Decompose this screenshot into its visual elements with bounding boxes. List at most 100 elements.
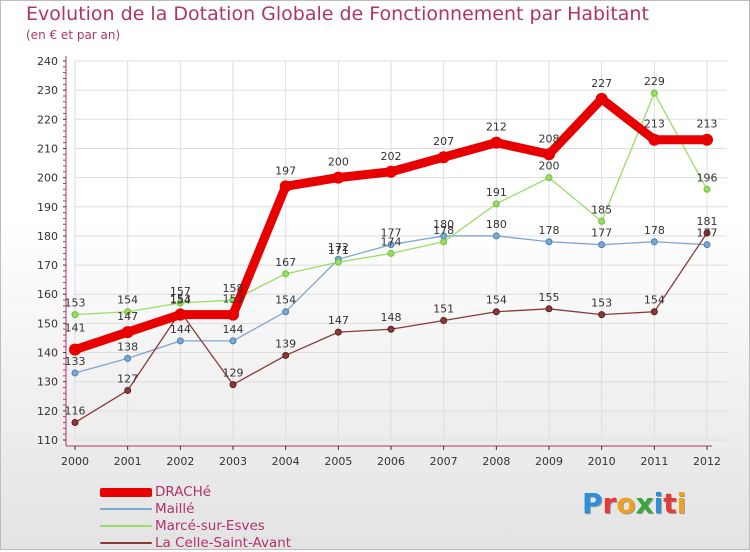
- logo-letter: P: [582, 487, 603, 520]
- proxiti-logo: Proxiti: [582, 487, 686, 520]
- logo-letter: x: [635, 487, 654, 520]
- data-label: 172: [328, 241, 349, 254]
- data-label: 178: [539, 224, 560, 237]
- x-tick-label: 2007: [430, 455, 458, 468]
- x-tick-label: 2000: [61, 455, 89, 468]
- legend-swatch: [100, 542, 152, 544]
- x-tick-label: 2002: [166, 455, 194, 468]
- data-label: 167: [275, 256, 296, 269]
- data-label: 158: [223, 282, 244, 295]
- data-point: [124, 386, 132, 394]
- data-point: [598, 217, 606, 225]
- data-label: 197: [275, 164, 296, 177]
- y-tick-label: 220: [37, 113, 58, 126]
- data-label: 154: [275, 294, 296, 307]
- data-label: 127: [117, 372, 138, 385]
- data-label: 139: [275, 337, 296, 350]
- data-label: 180: [486, 218, 507, 231]
- data-point: [282, 270, 290, 278]
- y-tick-label: 200: [37, 172, 58, 185]
- data-label: 178: [433, 224, 454, 237]
- data-point: [176, 337, 184, 345]
- y-tick-label: 230: [37, 84, 58, 97]
- data-label: 133: [65, 355, 86, 368]
- data-point: [703, 185, 711, 193]
- logo-letter: i: [653, 487, 664, 520]
- data-label: 174: [381, 235, 402, 248]
- data-point: [229, 337, 237, 345]
- x-tick-label: 2006: [377, 455, 405, 468]
- data-label: 154: [170, 294, 191, 307]
- data-label: 129: [223, 367, 244, 380]
- data-point: [703, 241, 711, 249]
- data-point: [124, 308, 132, 316]
- data-point: [650, 308, 658, 316]
- data-label: 141: [65, 322, 86, 335]
- data-label: 200: [539, 160, 560, 173]
- data-point: [124, 354, 132, 362]
- data-point: [598, 241, 606, 249]
- legend-label: Marcé-sur-Esves: [155, 518, 265, 534]
- data-label: 191: [486, 186, 507, 199]
- x-tick-label: 2003: [219, 455, 247, 468]
- y-tick-label: 180: [37, 230, 58, 243]
- data-point: [598, 311, 606, 319]
- legend-swatch: [100, 525, 152, 527]
- data-label: 151: [433, 302, 454, 315]
- data-label: 202: [381, 150, 402, 163]
- y-tick-label: 240: [37, 55, 58, 68]
- data-point: [282, 351, 290, 359]
- data-point: [648, 133, 661, 146]
- data-label: 147: [328, 314, 349, 327]
- data-label: 207: [433, 135, 454, 148]
- data-label: 153: [223, 293, 244, 306]
- x-tick-label: 2011: [640, 455, 668, 468]
- data-label: 177: [591, 227, 612, 240]
- data-label: 157: [170, 285, 191, 298]
- x-tick-label: 2010: [588, 455, 616, 468]
- x-tick-label: 2001: [114, 455, 142, 468]
- data-label: 147: [117, 310, 138, 323]
- data-label: 154: [644, 294, 665, 307]
- data-label: 196: [697, 171, 718, 184]
- legend-swatch: [100, 508, 152, 510]
- data-point: [279, 180, 292, 193]
- data-label: 155: [539, 291, 560, 304]
- data-point: [334, 328, 342, 336]
- data-label: 200: [328, 156, 349, 169]
- logo-letter: i: [676, 487, 687, 520]
- data-point: [440, 238, 448, 246]
- data-label: 148: [381, 311, 402, 324]
- y-tick-label: 210: [37, 142, 58, 155]
- data-point: [492, 232, 500, 240]
- data-point: [69, 343, 81, 356]
- data-label: 213: [644, 118, 665, 131]
- y-tick-label: 140: [37, 347, 58, 360]
- data-point: [387, 325, 395, 333]
- data-label: 177: [697, 227, 718, 240]
- legend-label: Maillé: [155, 501, 195, 517]
- data-point: [71, 369, 79, 377]
- data-point: [385, 165, 397, 178]
- data-label: 212: [486, 121, 507, 134]
- data-label: 213: [697, 118, 718, 131]
- data-point: [545, 174, 553, 182]
- logo-letter: t: [663, 487, 677, 520]
- data-point: [440, 316, 448, 324]
- data-point: [701, 133, 713, 146]
- data-label: 229: [644, 75, 665, 88]
- x-tick-label: 2005: [324, 455, 352, 468]
- data-point: [334, 258, 342, 266]
- data-point: [650, 89, 658, 97]
- data-label: 116: [65, 405, 86, 418]
- y-tick-label: 150: [37, 317, 58, 330]
- data-label: 138: [117, 340, 138, 353]
- data-point: [227, 308, 239, 321]
- data-point: [595, 92, 608, 105]
- y-tick-label: 170: [37, 259, 58, 272]
- data-point: [387, 241, 395, 249]
- legend-swatch: [100, 487, 152, 497]
- data-point: [492, 308, 500, 316]
- data-point: [121, 326, 134, 339]
